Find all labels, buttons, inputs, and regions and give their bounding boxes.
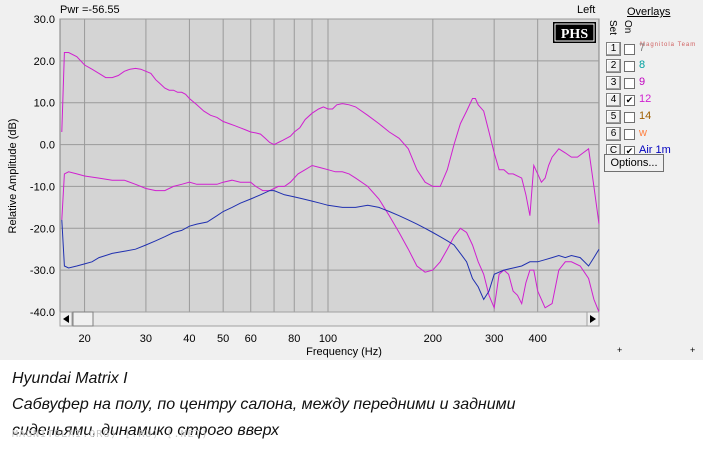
- svg-text:PHS: PHS: [561, 27, 588, 42]
- overlay-checkbox-2[interactable]: [624, 61, 635, 72]
- overlay-checkbox-3[interactable]: [624, 78, 635, 89]
- y-tick-label: -30.0: [30, 265, 55, 277]
- y-tick-label: -20.0: [30, 223, 55, 235]
- tick-labels: 30.0 20.0 10.0 0.0 -10.0 -20.0 -30.0 -40.0 20 30 4…: [30, 14, 547, 345]
- series-group: [61, 52, 600, 313]
- overlay-set-button-1[interactable]: 1: [606, 42, 621, 56]
- scroll-thumb[interactable]: [72, 311, 94, 327]
- x-tick-label: 20: [78, 333, 90, 345]
- caption-title: Hyundai Matrix I: [12, 370, 128, 387]
- overlay-set-button-5[interactable]: 5: [606, 110, 621, 124]
- overlay-checkbox-4[interactable]: ✔: [624, 95, 635, 106]
- plot-area: [59, 18, 600, 313]
- overlays-title: Overlays: [627, 6, 671, 18]
- site-watermark: MAGNITOLAI.ORG) [.RU) [.NET): [12, 429, 209, 440]
- overlay-label-6: w: [639, 127, 647, 139]
- x-tick-label: 80: [288, 333, 300, 345]
- power-readout: Pwr =-56.55: [60, 4, 120, 16]
- options-button[interactable]: Options...: [604, 154, 664, 172]
- overlay-checkbox-5[interactable]: [624, 112, 635, 123]
- caption: Hyundai Matrix I Сабвуфер на полу, по це…: [12, 366, 516, 444]
- y-tick-label: 20.0: [34, 56, 55, 68]
- y-axis-label: Relative Amplitude (dB): [7, 119, 19, 234]
- x-tick-label: 40: [183, 333, 195, 345]
- phs-logo: PHS: [553, 22, 596, 43]
- frequency-response-chart: 30.0 20.0 10.0 0.0 -10.0 -20.0 -30.0 -40.0 20 30 4…: [7, 4, 695, 358]
- watermark-brand: Magnitola Team: [640, 42, 697, 48]
- y-tick-label: -10.0: [30, 181, 55, 193]
- series-line-3: [61, 190, 600, 301]
- grid: [59, 18, 600, 313]
- x-tick-label: 200: [424, 333, 442, 345]
- caption-description-2: сиденьями, динамико строго вверх: [12, 422, 279, 439]
- left-arrow-icon: [63, 315, 69, 323]
- plus-minus-icon[interactable]: +: [617, 345, 622, 355]
- x-tick-label: 300: [485, 333, 503, 345]
- x-tick-label: 400: [528, 333, 546, 345]
- y-tick-label: -40.0: [30, 307, 55, 319]
- overlay-checkbox-6[interactable]: [624, 129, 635, 140]
- caption-description-1: Сабвуфер на полу, по центру салона, межд…: [12, 396, 516, 413]
- overlay-checkbox-1[interactable]: [624, 44, 635, 55]
- frequency-scrollbar[interactable]: [59, 311, 600, 327]
- overlay-label-C: Air 1m: [639, 144, 671, 156]
- overlay-label-4: 12: [639, 93, 652, 105]
- y-tick-label: 30.0: [34, 14, 55, 26]
- overlay-label-2: 8: [639, 59, 646, 71]
- overlay-label-5: 14: [639, 110, 652, 122]
- x-tick-label: 60: [245, 333, 257, 345]
- x-tick-label: 50: [217, 333, 229, 345]
- on-column-label: On: [622, 20, 633, 34]
- set-column-label: Set: [607, 20, 618, 36]
- series-line-2: [61, 164, 600, 313]
- overlay-set-button-2[interactable]: 2: [606, 59, 621, 73]
- series-line-1: [61, 52, 600, 225]
- y-tick-label: 10.0: [34, 98, 55, 110]
- overlay-set-button-3[interactable]: 3: [606, 76, 621, 90]
- overlay-label-1: 7: [639, 42, 646, 54]
- x-axis-label: Frequency (Hz): [306, 346, 382, 358]
- overlay-set-button-6[interactable]: 6: [606, 127, 621, 141]
- channel-label: Left: [577, 4, 595, 16]
- analyzer-window: 30.0 20.0 10.0 0.0 -10.0 -20.0 -30.0 -40.0 20 30 4…: [0, 0, 703, 360]
- plus-minus-icon-right[interactable]: +: [690, 345, 695, 355]
- overlay-set-button-4[interactable]: 4: [606, 93, 621, 107]
- overlay-label-3: 9: [639, 76, 646, 88]
- x-tick-label: 30: [140, 333, 152, 345]
- y-tick-label: 0.0: [40, 140, 55, 152]
- right-arrow-icon: [590, 315, 596, 323]
- x-tick-label: 100: [319, 333, 337, 345]
